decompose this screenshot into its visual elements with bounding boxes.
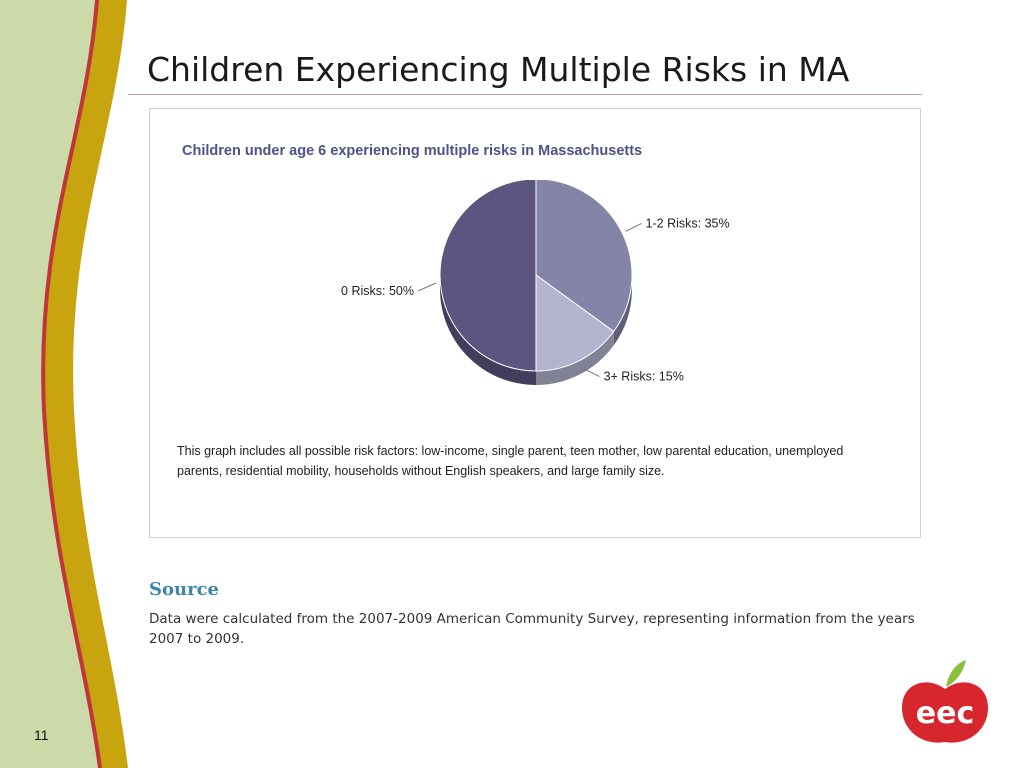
- pie-label-1: 3+ Risks: 15%: [604, 370, 684, 384]
- sidebar-red-line: [41, 0, 102, 768]
- sidebar-green-band: [0, 0, 100, 768]
- logo-apple-icon: [902, 682, 988, 743]
- pie-slice-1: [535, 274, 615, 372]
- pie-leader-0: [625, 222, 642, 232]
- pie-chart: 1-2 Risks: 35% 3+ Risks: 15% 0 Risks: 50%: [341, 180, 730, 385]
- pie-top-layer: [439, 180, 633, 372]
- eec-logo: eec: [902, 660, 988, 743]
- chart-note: This graph includes all possible risk fa…: [177, 444, 844, 478]
- pie-slice-depth-2: [440, 275, 536, 385]
- title-divider: [128, 94, 922, 95]
- source-heading: Source: [149, 579, 219, 600]
- slide-title: Children Experiencing Multiple Risks in …: [147, 50, 850, 89]
- pie-slice-2: [439, 180, 537, 372]
- page-number: 11: [34, 727, 49, 743]
- pie-slice-depth-1: [536, 331, 614, 385]
- pie-leader-2: [417, 282, 437, 292]
- pie-slice-0: [535, 180, 633, 333]
- pie-slice-depth-0: [613, 275, 632, 346]
- pie-label-2: 0 Risks: 50%: [341, 284, 414, 298]
- pie-labels: 1-2 Risks: 35% 3+ Risks: 15% 0 Risks: 50%: [341, 216, 730, 383]
- pie-leader-lines: [417, 222, 642, 377]
- chart-title: Children under age 6 experiencing multip…: [182, 143, 643, 159]
- pie-label-0: 1-2 Risks: 35%: [646, 216, 730, 230]
- pie-depth-layer: [440, 275, 632, 385]
- logo-text: eec: [916, 696, 974, 731]
- source-text: Data were calculated from the 2007-2009 …: [149, 611, 915, 647]
- pie-leader-1: [583, 368, 600, 377]
- logo-leaf-icon: [946, 660, 966, 686]
- sidebar-decoration: [0, 0, 140, 768]
